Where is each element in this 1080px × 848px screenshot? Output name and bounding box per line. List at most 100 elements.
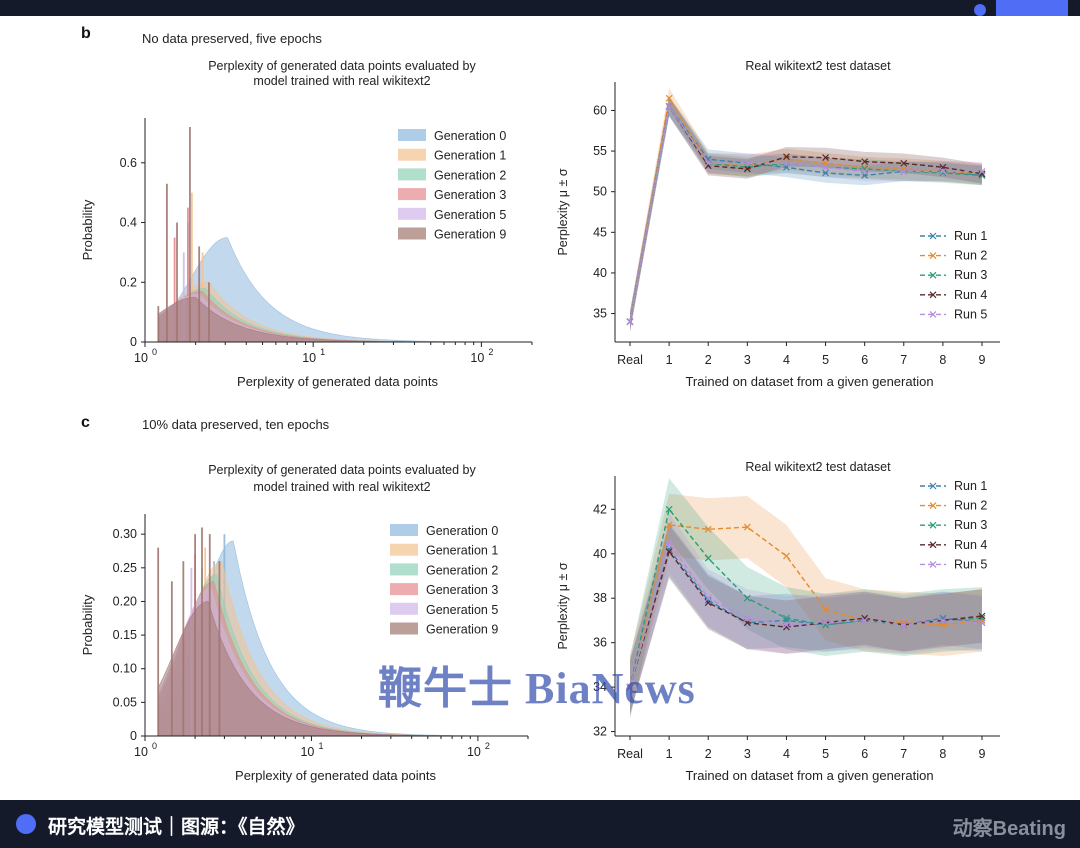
point-marker-run3 — [783, 614, 790, 622]
std-band-run1 — [630, 96, 982, 332]
std-band-run5 — [630, 96, 982, 332]
x-tick-label: Real — [617, 747, 643, 761]
x-tick-label: 10 — [302, 351, 316, 365]
std-band-run2 — [630, 87, 982, 333]
point-marker-run5 — [743, 159, 751, 167]
legend-swatch-gen2 — [398, 168, 426, 181]
x-tick-label: 7 — [900, 353, 907, 367]
x-tick-exponent: 0 — [152, 741, 157, 751]
point-marker-run5 — [978, 167, 986, 175]
x-tick-exponent: 1 — [320, 347, 325, 357]
x-tick-label: 5 — [822, 353, 829, 367]
caption-dot-icon — [16, 814, 36, 834]
y-tick-label: 0.2 — [120, 275, 137, 289]
point-marker-run4 — [900, 159, 908, 167]
legend-label-run2: Run 2 — [954, 499, 987, 513]
x-tick-label: 3 — [744, 747, 751, 761]
x-tick-label: 9 — [979, 353, 986, 367]
y-axis-label: Probability — [80, 594, 95, 655]
point-marker-run5 — [626, 318, 634, 326]
y-tick-label: 40 — [593, 266, 607, 280]
x-tick-label: 1 — [666, 353, 673, 367]
x-tick-label: 9 — [979, 747, 986, 761]
point-marker-run5 — [900, 167, 908, 175]
legend-swatch-gen5 — [398, 207, 426, 220]
legend-marker-run4 — [929, 291, 937, 299]
std-band-run1 — [630, 522, 982, 714]
legend-label-gen1: Generation 1 — [426, 544, 498, 558]
chart-title: Real wikitext2 test dataset — [745, 59, 891, 73]
watermark: 鞭牛士 BiaNews — [378, 664, 696, 713]
series-line-run3 — [629, 104, 983, 322]
point-marker-run5 — [626, 683, 634, 691]
legend-swatch-gen3 — [390, 583, 418, 596]
legend-marker-run1 — [929, 232, 937, 240]
legend-label-gen0: Generation 0 — [426, 524, 498, 538]
y-tick-label: 50 — [593, 185, 607, 199]
top-dot-icon — [974, 4, 986, 16]
histogram-chart-0: Perplexity of generated data points eval… — [80, 59, 533, 389]
point-marker-run4 — [743, 165, 751, 173]
point-marker-run5 — [783, 621, 790, 629]
legend-label-run4: Run 4 — [954, 288, 987, 302]
legend-swatch-gen0 — [398, 129, 426, 141]
y-axis-label: Perplexity μ ± σ — [556, 562, 570, 649]
caption-text: 研究模型测试｜图源：《自然》 — [48, 817, 305, 838]
y-tick-label: 55 — [593, 144, 607, 158]
x-tick-exponent: 2 — [485, 741, 490, 751]
x-tick-label: 10 — [134, 351, 148, 365]
point-marker-run2 — [743, 523, 751, 531]
x-tick-label: 4 — [783, 353, 790, 367]
series-line-run4 — [629, 550, 983, 688]
x-tick-exponent: 2 — [488, 347, 493, 357]
point-marker-run5 — [939, 617, 947, 624]
point-marker-run1 — [704, 597, 712, 604]
chart-title-line: Perplexity of generated data points eval… — [208, 463, 476, 477]
y-tick-label: 32 — [593, 725, 607, 739]
chart-title-line: Perplexity of generated data points eval… — [208, 59, 476, 73]
legend-swatch-gen1 — [398, 148, 426, 161]
chart-title-line: model trained with real wikitext2 — [253, 480, 430, 494]
point-marker-run2 — [665, 94, 673, 102]
point-marker-run3 — [665, 505, 673, 513]
legend-label-gen9: Generation 9 — [434, 228, 506, 242]
x-axis-label: Perplexity of generated data points — [237, 374, 438, 389]
x-tick-label: 4 — [783, 747, 790, 761]
std-band-run5 — [630, 513, 982, 716]
legend-label-gen9: Generation 9 — [426, 623, 498, 637]
top-bar — [0, 0, 1080, 16]
legend-swatch-gen3 — [398, 188, 426, 201]
point-marker-run5 — [900, 621, 908, 629]
y-tick-label: 0.6 — [120, 156, 137, 170]
point-marker-run4 — [783, 153, 790, 161]
line-chart-1: Real wikitext2 test dataset354045505560R… — [556, 59, 1000, 389]
legend-label-gen5: Generation 5 — [434, 208, 506, 222]
point-marker-run5 — [822, 619, 829, 627]
x-axis-label: Trained on dataset from a given generati… — [685, 768, 933, 783]
x-tick-label: 8 — [939, 353, 946, 367]
series-line-run2 — [629, 524, 983, 688]
line-chart-3: Real wikitext2 test dataset323436384042R… — [556, 460, 1000, 783]
x-tick-label: 6 — [861, 747, 868, 761]
legend-label-run1: Run 1 — [954, 479, 987, 493]
x-tick-label: 8 — [939, 747, 946, 761]
legend-marker-run3 — [929, 521, 937, 529]
point-marker-run2 — [665, 521, 673, 529]
legend-swatch-gen1 — [390, 543, 418, 556]
x-tick-label: 10 — [300, 745, 314, 759]
y-tick-label: 0 — [130, 335, 137, 349]
point-marker-run3 — [704, 554, 712, 562]
series-line-run2 — [629, 96, 983, 322]
chart-title: Real wikitext2 test dataset — [745, 460, 891, 474]
panel-note-b: No data preserved, five epochs — [142, 31, 322, 46]
x-tick-label: 6 — [861, 353, 868, 367]
legend-label-run5: Run 5 — [954, 307, 987, 321]
y-axis-label: Perplexity μ ± σ — [556, 168, 570, 255]
point-marker-run5 — [665, 102, 673, 110]
point-marker-run5 — [861, 617, 869, 624]
legend-label-gen5: Generation 5 — [426, 603, 498, 617]
x-tick-exponent: 1 — [318, 741, 323, 751]
point-marker-run2 — [704, 525, 712, 533]
point-marker-run5 — [783, 159, 790, 167]
series-line-run5 — [629, 541, 983, 688]
